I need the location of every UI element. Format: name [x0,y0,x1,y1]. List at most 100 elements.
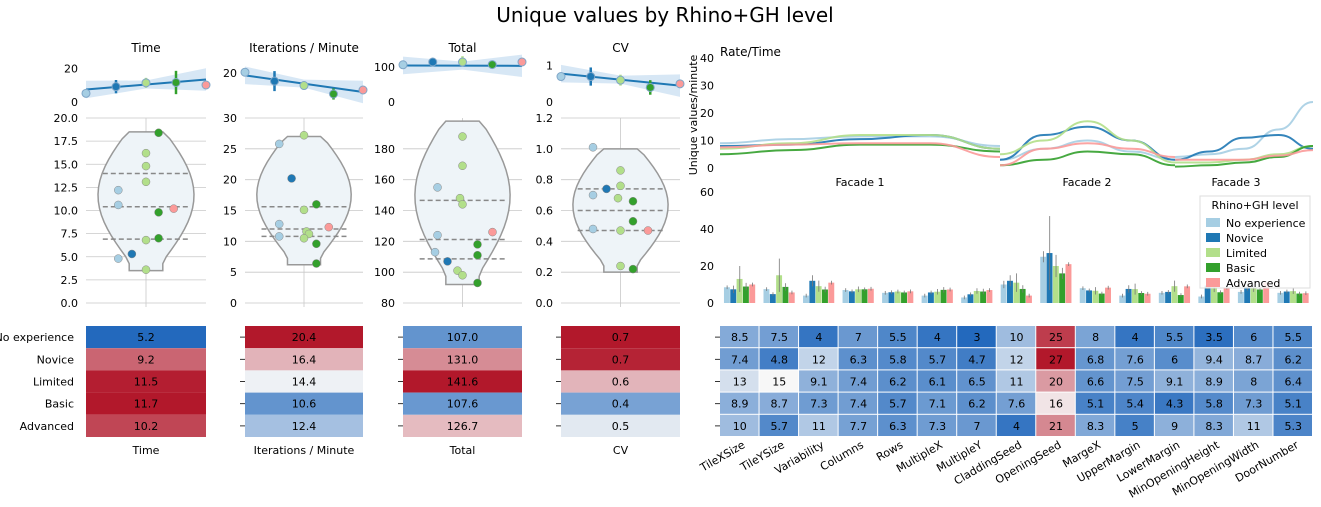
y-tick-label: 17.5 [54,135,79,148]
scatter-point [154,128,163,138]
y-tick-label: 40 [700,223,714,236]
bar [973,290,980,303]
bar [749,284,756,303]
heatmap-cell [1075,326,1115,348]
heatmap-cell [799,348,838,370]
heatmap-value: 141.6 [447,376,479,389]
y-tick-label: 160 [374,174,395,187]
scatter-point [433,183,442,192]
heatmap-value: 9 [1171,420,1178,433]
heatmap-value: 8.5 [731,331,749,344]
heatmap-cell [917,392,957,414]
scatter-point [114,254,123,263]
heatmap-value: 6.5 [968,376,986,389]
heatmap-cell [1036,326,1075,348]
bar [882,292,889,303]
scatter-point [488,227,497,237]
series-line [1174,101,1314,158]
heatmap-value: 9.1 [810,376,828,389]
heatmap-cell [996,414,1036,436]
bar [986,290,993,303]
y-tick-label: 40 [700,52,714,65]
heatmap-cell [403,392,522,415]
heatmap-cell [245,348,363,371]
bar [1237,291,1244,303]
heatmap-cell [878,370,917,392]
heatmap-value: 7.1 [929,398,947,411]
y-tick-label: 30 [700,80,714,93]
scatter-point [473,240,482,249]
heatmap-value: 5.2 [137,331,155,344]
scatter-point [643,226,653,235]
bar [1007,280,1013,303]
heatmap-cell [1075,414,1115,436]
mean-point [645,82,655,92]
heatmap-cell [1273,326,1312,348]
bar [1223,287,1230,303]
bar [1052,266,1059,303]
scatter-point [433,230,442,240]
bar [815,286,822,303]
y-tick-label: 20 [64,63,78,76]
heatmap-cell [561,348,680,371]
heatmap-cell [1154,392,1194,414]
heatmap-value: 5.7 [771,420,789,433]
scatter-point [616,226,625,235]
heatmap-cell [245,392,363,415]
heatmap-cell [957,370,996,392]
heatmap-value: 6.3 [889,420,907,433]
legend-entry: Novice [1226,232,1264,245]
scatter-point [141,177,151,187]
series-line [999,142,1176,167]
scatter-point [154,234,163,243]
bar [1250,288,1257,303]
scatter-point [324,222,334,232]
heatmap-value: 5.5 [1284,331,1302,344]
heatmap-cell [957,326,996,348]
bar [867,288,874,303]
heatmap-value: 8.3 [1205,420,1223,433]
heatmap-value: 7.5 [771,331,789,344]
heatmap-value: 7.4 [850,376,868,389]
legend-swatch [1206,248,1220,257]
heatmap-value: 8.9 [731,398,749,411]
row-label: Advanced [20,420,74,433]
bar [1204,285,1211,303]
mean-point [299,81,309,91]
heatmap-value: 6 [1250,331,1257,344]
heatmap-cell [957,348,996,370]
scatter-point [588,190,598,200]
panel-title: Total [447,41,476,55]
heatmap-value: 11 [1247,420,1261,433]
heatmap-value: 25 [1049,331,1063,344]
heatmap-cell [1075,348,1115,370]
heatmap-value: 5.5 [889,331,907,344]
scatter-point [154,208,163,217]
heatmap-value: 12 [812,353,826,366]
y-tick-label: 7.5 [61,228,79,241]
scatter-point [141,235,151,245]
heatmap-value: 12.4 [292,420,317,433]
heatmap-value: 7 [973,420,980,433]
heatmap-cell [1115,392,1154,414]
heatmap-value: 8 [1092,331,1099,344]
y-tick-label: 0.6 [536,205,554,218]
x-axis-label: Time [132,444,160,457]
bar [1144,293,1151,303]
scatter-point [458,161,467,171]
heatmap-value: 10 [1010,331,1024,344]
y-tick-label: 1.0 [536,143,554,156]
scatter-point [616,181,625,191]
heatmap-cell [878,326,917,348]
violin-shape [256,135,352,266]
heatmap-value: 5.5 [1166,331,1184,344]
bar [1092,290,1099,303]
heatmap-cell [1194,414,1233,436]
y-tick-label: 120 [374,235,395,248]
scatter-point [127,249,137,259]
segment-label: Facade 3 [1211,176,1260,189]
heatmap-cell [561,370,680,393]
scatter-point [602,184,611,194]
scatter-point [312,239,321,249]
